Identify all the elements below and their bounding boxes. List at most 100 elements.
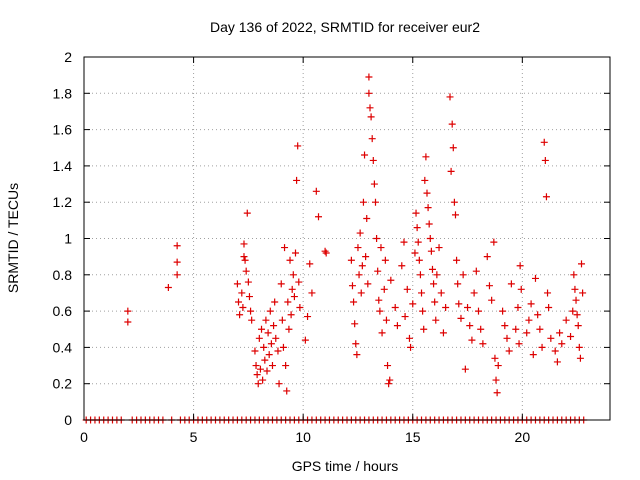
data-point	[384, 362, 392, 370]
data-point	[451, 211, 459, 219]
data-point	[312, 187, 320, 195]
y-tick-label: 1.6	[53, 122, 73, 138]
data-point	[321, 247, 329, 255]
data-point	[287, 311, 295, 319]
data-point	[294, 142, 302, 150]
data-point	[173, 271, 181, 279]
data-point	[281, 244, 289, 252]
data-point	[376, 307, 384, 315]
data-point	[570, 271, 578, 279]
data-point	[378, 329, 386, 337]
data-point	[574, 322, 582, 330]
data-point	[431, 298, 439, 306]
data-point	[412, 209, 420, 217]
data-point	[442, 303, 450, 311]
data-point	[352, 340, 360, 348]
data-point	[359, 198, 367, 206]
data-point	[453, 256, 461, 264]
data-point	[367, 113, 375, 121]
data-point	[283, 387, 291, 395]
data-point	[437, 289, 445, 297]
data-point	[448, 120, 456, 128]
data-point	[572, 296, 580, 304]
data-point	[255, 334, 263, 342]
data-point	[322, 249, 330, 257]
data-point	[439, 329, 447, 337]
data-point	[547, 334, 555, 342]
data-point	[567, 333, 575, 341]
data-point	[544, 289, 552, 297]
data-point	[351, 320, 359, 328]
data-point	[493, 389, 501, 397]
grid-lines	[84, 57, 610, 420]
data-point	[289, 271, 297, 279]
data-point	[411, 249, 419, 257]
data-point	[536, 325, 544, 333]
data-point	[371, 198, 379, 206]
data-point	[414, 238, 422, 246]
data-point	[542, 193, 550, 201]
data-point	[529, 351, 537, 359]
data-point	[545, 303, 553, 311]
x-tick-label: 15	[405, 429, 421, 445]
data-point	[419, 307, 427, 315]
data-point	[507, 280, 515, 288]
x-tick-label: 20	[515, 429, 531, 445]
data-point	[348, 282, 356, 290]
data-point	[252, 362, 260, 370]
data-point	[301, 336, 309, 344]
y-tick-label: 1.2	[53, 194, 73, 210]
data-point	[353, 351, 361, 359]
data-point	[407, 343, 415, 351]
data-point	[501, 322, 509, 330]
data-point	[375, 296, 383, 304]
data-point	[347, 256, 355, 264]
data-point	[241, 256, 249, 264]
data-point	[362, 253, 370, 261]
data-point	[236, 311, 244, 319]
data-point	[385, 380, 393, 388]
data-point	[361, 151, 369, 159]
data-point	[454, 280, 462, 288]
data-point	[370, 180, 378, 188]
data-point	[485, 282, 493, 290]
data-point	[421, 176, 429, 184]
data-point	[403, 285, 411, 293]
data-point	[356, 229, 364, 237]
data-point	[308, 289, 316, 297]
data-point	[573, 311, 581, 319]
data-point	[517, 285, 525, 293]
data-point	[455, 300, 463, 308]
data-point	[430, 280, 438, 288]
data-point	[569, 307, 577, 315]
data-point	[457, 314, 465, 322]
data-point	[475, 307, 482, 315]
data-point	[503, 334, 511, 342]
data-point	[432, 316, 440, 324]
data-point	[173, 258, 181, 266]
data-point	[387, 276, 395, 284]
data-point	[373, 235, 381, 242]
data-point	[315, 213, 323, 221]
data-point	[492, 376, 500, 384]
data-point	[418, 289, 426, 297]
data-point	[272, 334, 280, 342]
data-point	[363, 215, 371, 223]
data-point	[263, 367, 271, 375]
data-point	[288, 285, 296, 293]
data-point	[413, 224, 421, 232]
data-point	[284, 298, 292, 306]
y-axis-label: SRMTID / TECUs	[5, 183, 21, 293]
data-point	[551, 347, 559, 355]
data-point	[251, 347, 259, 355]
data-point	[304, 313, 312, 321]
data-point	[382, 316, 390, 324]
data-point	[420, 325, 428, 333]
data-point	[282, 362, 290, 370]
data-point	[355, 271, 363, 279]
data-point	[381, 256, 389, 264]
data-point	[531, 274, 539, 282]
data-point	[248, 316, 256, 324]
data-point	[488, 296, 496, 304]
